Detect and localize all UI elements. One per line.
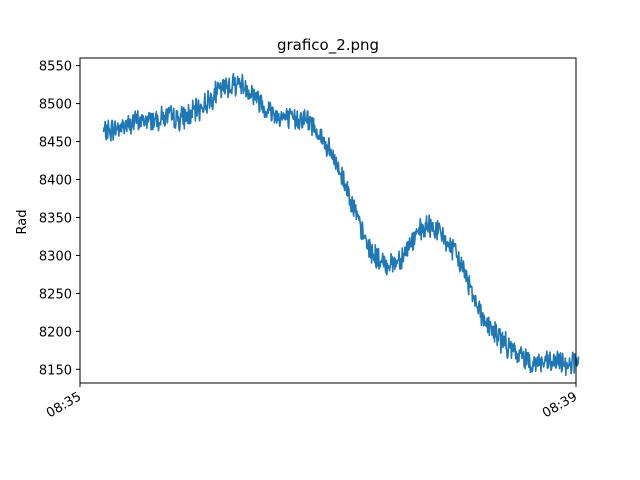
y-tick-label: 8350 (39, 211, 72, 226)
plot-frame (79, 57, 577, 384)
y-tick-label: 8250 (39, 287, 72, 302)
y-tick-label: 8300 (39, 249, 72, 264)
y-tick-label: 8150 (39, 363, 72, 378)
plot-area (102, 72, 580, 377)
y-tick-label: 8550 (39, 60, 72, 75)
y-tick-label: 8500 (39, 98, 72, 113)
y-tick-label: 8450 (39, 136, 72, 151)
series-line (102, 72, 580, 377)
y-tick-label: 8400 (39, 173, 72, 188)
y-axis: 8150 8200 8250 8300 8350 8400 8450 8500 8550 (39, 60, 80, 378)
y-axis-label: Rad (15, 210, 30, 235)
chart-title: grafico_2.png (277, 36, 379, 55)
y-tick-label: 8200 (39, 325, 72, 340)
